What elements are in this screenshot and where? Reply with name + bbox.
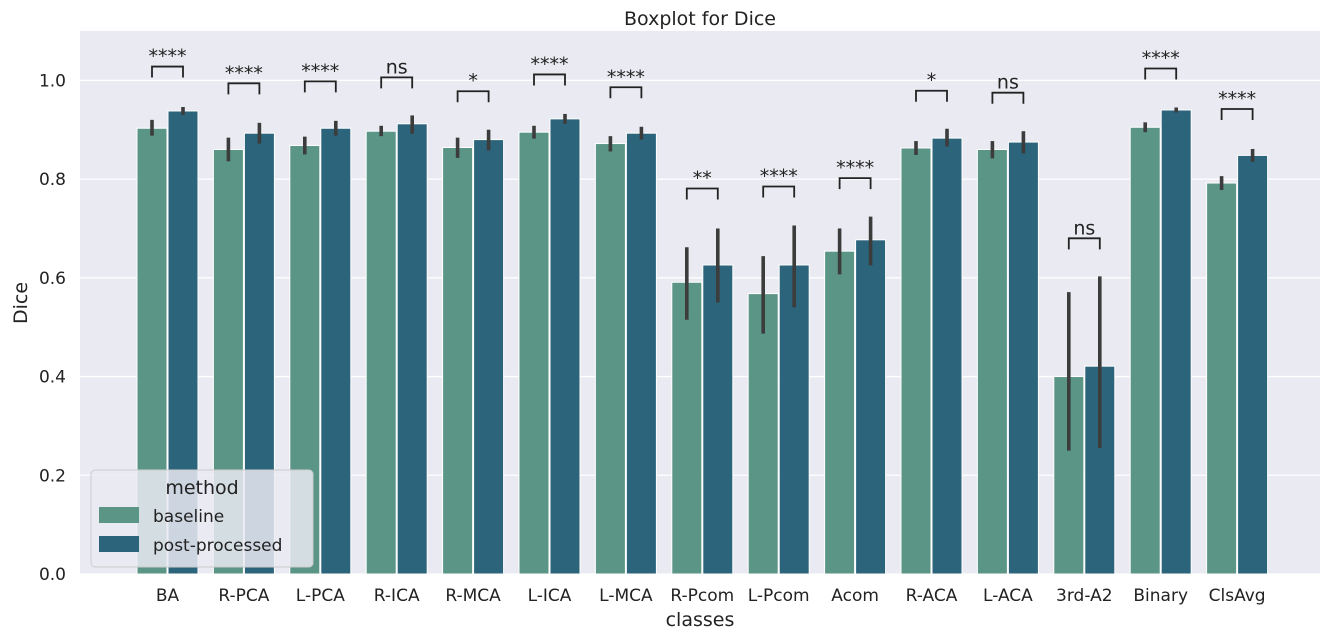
significance-label: **** bbox=[1218, 88, 1256, 110]
bar-post-processed-L-Pcom bbox=[778, 264, 810, 575]
bar-baseline-L-MCA bbox=[594, 143, 626, 575]
legend-swatch-baseline bbox=[99, 507, 139, 523]
significance-label: ns bbox=[1073, 217, 1095, 239]
significance-label: **** bbox=[225, 62, 263, 84]
x-tick-label: R-PCA bbox=[218, 586, 269, 606]
bar-post-processed-Binary bbox=[1160, 109, 1192, 575]
legend-label-baseline: baseline bbox=[153, 507, 224, 527]
significance-bracket bbox=[915, 89, 948, 102]
legend-label-post-processed: post-processed bbox=[153, 536, 282, 556]
significance-bracket bbox=[685, 187, 719, 200]
significance-bracket bbox=[1144, 67, 1178, 80]
bar-post-processed-Acom bbox=[855, 239, 887, 575]
significance-bracket bbox=[533, 73, 566, 86]
significance-label: * bbox=[468, 70, 478, 92]
significance-bracket bbox=[1067, 237, 1101, 250]
bar-baseline-L-ICA bbox=[518, 131, 550, 575]
significance-label: **** bbox=[836, 157, 874, 179]
bar-post-processed-R-ACA bbox=[931, 137, 963, 575]
bar-post-processed-R-Pcom bbox=[702, 264, 734, 575]
y-tick-labels: 0.0 0.2 0.4 0.6 0.8 1.0 bbox=[39, 71, 66, 585]
bar-post-processed-R-MCA bbox=[473, 139, 505, 575]
x-tick-label: Acom bbox=[831, 586, 879, 606]
bar-baseline-R-MCA bbox=[442, 146, 474, 575]
error-bars-group bbox=[150, 107, 1255, 451]
x-tick-label: L-MCA bbox=[599, 586, 653, 606]
bar-post-processed-L-PCA bbox=[320, 127, 352, 575]
legend: method baseline post-processed bbox=[90, 469, 314, 568]
x-tick-label: R-MCA bbox=[445, 586, 501, 606]
bar-baseline-Binary bbox=[1129, 126, 1161, 575]
y-tick-label: 0.0 bbox=[39, 565, 66, 585]
significance-bracket bbox=[838, 177, 872, 190]
bar-baseline-R-ACA bbox=[900, 147, 932, 575]
x-tick-label: R-Pcom bbox=[670, 586, 734, 606]
x-tick-label: BA bbox=[156, 586, 180, 606]
x-tick-label: L-PCA bbox=[296, 586, 345, 606]
x-tick-labels: BA R-PCA L-PCA R-ICA R-MCA L-ICA L-MCA R-Pcom L-… bbox=[156, 586, 1266, 606]
legend-box bbox=[90, 469, 314, 568]
x-tick-label: R-ICA bbox=[374, 586, 420, 606]
bar-baseline-L-ACA bbox=[976, 148, 1008, 575]
significance-label: **** bbox=[760, 165, 798, 187]
significance-bracket bbox=[456, 90, 490, 103]
significance-label: **** bbox=[607, 66, 645, 88]
significance-bracket bbox=[227, 82, 261, 95]
y-tick-label: 0.6 bbox=[39, 269, 66, 289]
bar-baseline-L-Pcom bbox=[747, 293, 779, 575]
bar-baseline-R-Pcom bbox=[671, 281, 703, 575]
significance-bracket bbox=[991, 91, 1025, 104]
significance-bracket bbox=[380, 76, 414, 89]
significance-label: ** bbox=[693, 167, 712, 189]
bar-baseline-ClsAvg bbox=[1206, 182, 1238, 575]
x-tick-label: L-ICA bbox=[528, 586, 572, 606]
x-axis-label: classes bbox=[666, 609, 735, 631]
chart-title: Boxplot for Dice bbox=[624, 8, 776, 30]
significance-label: ns bbox=[997, 72, 1019, 94]
bars-group bbox=[136, 109, 1269, 575]
y-tick-label: 1.0 bbox=[39, 71, 66, 91]
significance-bracket bbox=[151, 65, 184, 78]
bar-post-processed-L-ACA bbox=[1007, 141, 1039, 575]
x-tick-label: 3rd-A2 bbox=[1056, 586, 1113, 606]
significance-label: ns bbox=[386, 56, 408, 78]
x-tick-label: ClsAvg bbox=[1209, 586, 1266, 606]
y-tick-label: 0.4 bbox=[39, 368, 66, 388]
significance-bracket bbox=[762, 185, 796, 198]
legend-swatch-post-processed bbox=[99, 536, 139, 552]
significance-label: **** bbox=[301, 60, 339, 82]
significance-label: **** bbox=[1142, 48, 1180, 70]
significance-label: **** bbox=[149, 46, 187, 68]
x-tick-label: L-Pcom bbox=[748, 586, 810, 606]
significance-annotations: ******** **** ns*********** **** ***** nsns**… bbox=[149, 46, 1256, 250]
y-tick-label: 0.2 bbox=[39, 466, 66, 486]
bar-post-processed-R-ICA bbox=[396, 123, 428, 575]
bar-post-processed-L-ICA bbox=[549, 118, 581, 575]
x-tick-label: Binary bbox=[1133, 586, 1188, 606]
y-tick-label: 0.8 bbox=[39, 170, 66, 190]
x-tick-label: L-ACA bbox=[983, 586, 1033, 606]
legend-title: method bbox=[165, 477, 238, 499]
bar-post-processed-L-MCA bbox=[625, 132, 657, 575]
bar-baseline-R-ICA bbox=[365, 130, 397, 575]
significance-bracket bbox=[609, 86, 643, 99]
x-tick-label: R-ACA bbox=[906, 586, 958, 606]
significance-label: **** bbox=[531, 53, 569, 75]
significance-bracket bbox=[303, 80, 337, 93]
significance-label: * bbox=[927, 70, 937, 92]
y-axis-label: Dice bbox=[10, 282, 32, 324]
bar-baseline-Acom bbox=[824, 250, 856, 575]
bar-post-processed-ClsAvg bbox=[1237, 154, 1269, 575]
significance-bracket bbox=[1220, 108, 1254, 120]
